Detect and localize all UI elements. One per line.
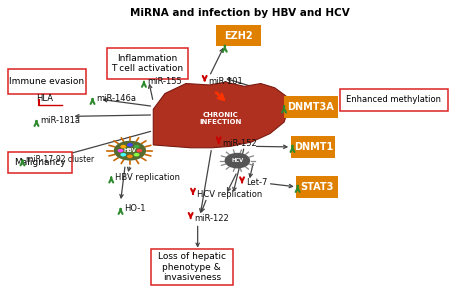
FancyBboxPatch shape — [340, 89, 447, 111]
Text: Immune evasion: Immune evasion — [9, 77, 84, 86]
FancyBboxPatch shape — [151, 249, 233, 285]
Circle shape — [114, 141, 146, 160]
Text: HBV: HBV — [124, 148, 137, 153]
Circle shape — [134, 153, 139, 156]
FancyBboxPatch shape — [216, 25, 261, 46]
Circle shape — [118, 149, 123, 152]
Text: HLA: HLA — [36, 94, 54, 103]
Text: miR-101: miR-101 — [209, 77, 243, 86]
Text: MiRNA and infection by HBV and HCV: MiRNA and infection by HBV and HCV — [130, 8, 350, 18]
Text: miR-155: miR-155 — [148, 77, 182, 86]
Circle shape — [134, 145, 139, 148]
FancyBboxPatch shape — [291, 136, 336, 158]
Circle shape — [225, 153, 250, 168]
Text: STAT3: STAT3 — [300, 182, 334, 192]
Text: DNMT1: DNMT1 — [294, 142, 333, 152]
Text: HO-1: HO-1 — [124, 204, 146, 213]
Text: EZH2: EZH2 — [224, 31, 253, 41]
Text: DNMT3A: DNMT3A — [288, 102, 334, 112]
FancyBboxPatch shape — [107, 48, 188, 79]
Text: Malignancy: Malignancy — [14, 158, 66, 167]
Circle shape — [127, 143, 133, 147]
Text: Loss of hepatic
phenotype &
invasiveness: Loss of hepatic phenotype & invasiveness — [158, 252, 226, 282]
Text: miR-181a: miR-181a — [40, 116, 80, 125]
Text: miR-17-92 cluster: miR-17-92 cluster — [26, 156, 94, 164]
Text: miR-122: miR-122 — [194, 214, 229, 223]
Text: HCV replication: HCV replication — [197, 190, 262, 199]
Text: CHRONIC
INFECTION: CHRONIC INFECTION — [199, 112, 241, 125]
Circle shape — [137, 149, 142, 152]
Text: miR-152: miR-152 — [222, 139, 257, 148]
Text: Let-7: Let-7 — [246, 178, 267, 187]
Text: HBV replication: HBV replication — [115, 172, 180, 182]
FancyBboxPatch shape — [284, 96, 338, 118]
Circle shape — [120, 153, 126, 156]
Circle shape — [120, 145, 126, 148]
Text: miR-146a: miR-146a — [96, 94, 137, 103]
FancyBboxPatch shape — [9, 152, 72, 173]
Text: Enhanced methylation: Enhanced methylation — [346, 96, 441, 104]
FancyBboxPatch shape — [296, 176, 338, 198]
Circle shape — [127, 155, 133, 158]
Polygon shape — [153, 82, 289, 148]
FancyBboxPatch shape — [9, 69, 85, 94]
Text: HCV: HCV — [231, 158, 244, 163]
Text: Inflammation
T cell activation: Inflammation T cell activation — [111, 54, 183, 73]
